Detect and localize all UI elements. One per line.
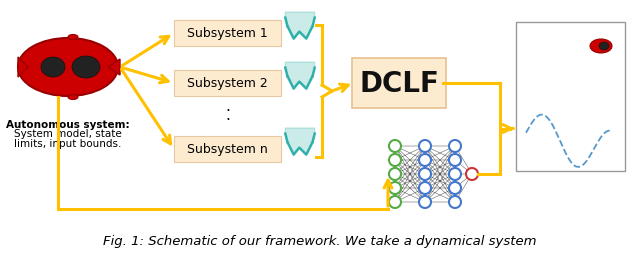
Circle shape (419, 140, 431, 152)
Circle shape (449, 140, 461, 152)
FancyBboxPatch shape (174, 21, 281, 47)
Circle shape (449, 196, 461, 208)
Polygon shape (285, 63, 315, 89)
Circle shape (389, 140, 401, 152)
FancyBboxPatch shape (174, 71, 281, 97)
Circle shape (449, 154, 461, 166)
Polygon shape (108, 60, 120, 76)
Text: Subsystem 1: Subsystem 1 (187, 27, 268, 40)
FancyBboxPatch shape (516, 23, 625, 171)
Circle shape (389, 196, 401, 208)
Circle shape (419, 154, 431, 166)
Text: Subsystem 2: Subsystem 2 (187, 77, 268, 90)
Circle shape (419, 196, 431, 208)
Polygon shape (18, 58, 28, 78)
Circle shape (449, 182, 461, 194)
Ellipse shape (599, 43, 609, 51)
Circle shape (419, 168, 431, 180)
Circle shape (389, 168, 401, 180)
Circle shape (389, 182, 401, 194)
Circle shape (419, 182, 431, 194)
Text: Fig. 1: Schematic of our framework. We take a dynamical system: Fig. 1: Schematic of our framework. We t… (103, 234, 537, 247)
Text: .: . (225, 108, 230, 123)
Ellipse shape (18, 39, 118, 97)
FancyBboxPatch shape (352, 59, 446, 108)
Text: Subsystem n: Subsystem n (187, 143, 268, 156)
Ellipse shape (590, 40, 612, 54)
Circle shape (466, 168, 478, 180)
Polygon shape (285, 129, 315, 155)
Polygon shape (285, 13, 315, 39)
Circle shape (449, 168, 461, 180)
FancyBboxPatch shape (174, 136, 281, 162)
Text: limits, input bounds.: limits, input bounds. (14, 138, 122, 148)
Ellipse shape (68, 95, 78, 100)
Ellipse shape (68, 35, 78, 40)
Text: System model, state: System model, state (14, 129, 122, 139)
Text: Autonomous system:: Autonomous system: (6, 120, 130, 130)
Ellipse shape (72, 57, 100, 79)
Text: .: . (225, 99, 230, 114)
Text: DCLF: DCLF (359, 70, 439, 98)
Circle shape (389, 154, 401, 166)
Ellipse shape (41, 58, 65, 78)
